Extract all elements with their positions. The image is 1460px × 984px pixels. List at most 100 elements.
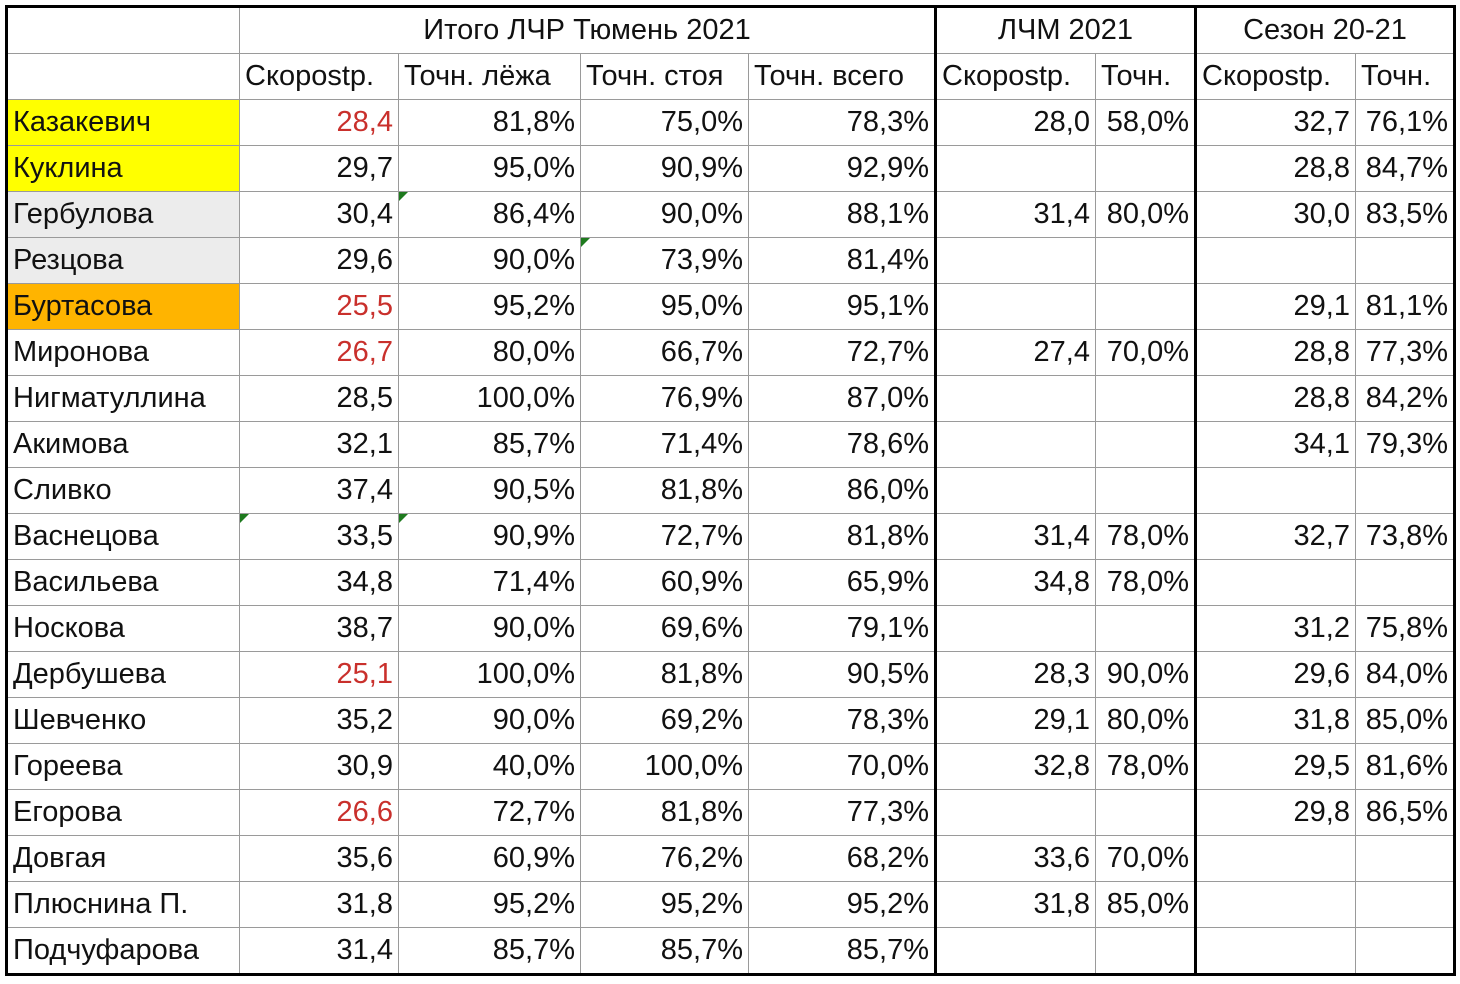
speed-cell[interactable]: 26,7 [239, 329, 399, 376]
lchm-accuracy-cell[interactable]: 90,0% [1095, 651, 1196, 698]
season-accuracy-cell[interactable]: 76,1% [1355, 99, 1456, 146]
lchm-speed-cell[interactable] [934, 467, 1096, 514]
season-speed-cell[interactable]: 30,0 [1194, 191, 1356, 238]
lchm-speed-cell[interactable]: 28,0 [934, 99, 1096, 146]
speed-cell[interactable]: 35,2 [239, 697, 399, 744]
lchm-accuracy-cell[interactable]: 80,0% [1095, 697, 1196, 744]
name-cell[interactable]: Шевченко [5, 697, 240, 744]
speed-cell[interactable]: 28,4 [239, 99, 399, 146]
name-cell[interactable]: Буртасова [5, 283, 240, 330]
group-header-lchm[interactable]: ЛЧМ 2021 [934, 5, 1196, 54]
speed-cell[interactable]: 29,6 [239, 237, 399, 284]
lchm-speed-cell[interactable] [934, 421, 1096, 468]
lying-accuracy-cell[interactable]: 90,0% [398, 605, 581, 652]
speed-cell[interactable]: 25,1 [239, 651, 399, 698]
season-speed-cell[interactable]: 34,1 [1194, 421, 1356, 468]
name-cell[interactable]: Васнецова [5, 513, 240, 560]
season-accuracy-cell[interactable]: 84,7% [1355, 145, 1456, 192]
standing-accuracy-cell[interactable]: 75,0% [580, 99, 749, 146]
speed-cell[interactable]: 31,4 [239, 927, 399, 976]
season-accuracy-cell[interactable]: 81,1% [1355, 283, 1456, 330]
lchm-accuracy-cell[interactable]: 58,0% [1095, 99, 1196, 146]
speed-cell[interactable]: 33,5 [239, 513, 399, 560]
group-header-season[interactable]: Сезон 20-21 [1194, 5, 1456, 54]
lchm-speed-cell[interactable]: 31,8 [934, 881, 1096, 928]
lchm-accuracy-cell[interactable] [1095, 421, 1196, 468]
season-accuracy-cell[interactable]: 73,8% [1355, 513, 1456, 560]
group-header-tyumen[interactable]: Итого ЛЧР Тюмень 2021 [239, 5, 936, 54]
season-speed-cell[interactable]: 31,8 [1194, 697, 1356, 744]
lchm-speed-cell[interactable] [934, 927, 1096, 976]
season-speed-cell[interactable]: 28,8 [1194, 329, 1356, 376]
lying-accuracy-cell[interactable]: 40,0% [398, 743, 581, 790]
total-accuracy-cell[interactable]: 78,6% [748, 421, 936, 468]
speed-cell[interactable]: 35,6 [239, 835, 399, 882]
lchm-speed-cell[interactable] [934, 789, 1096, 836]
lying-accuracy-cell[interactable]: 60,9% [398, 835, 581, 882]
name-cell[interactable]: Гербулова [5, 191, 240, 238]
column-header-lchm-speed[interactable]: Скорostр. [934, 53, 1096, 100]
total-accuracy-cell[interactable]: 81,4% [748, 237, 936, 284]
total-accuracy-cell[interactable]: 92,9% [748, 145, 936, 192]
lying-accuracy-cell[interactable]: 95,2% [398, 881, 581, 928]
season-accuracy-cell[interactable] [1355, 835, 1456, 882]
column-header-total-accuracy[interactable]: Точн. всего [748, 53, 936, 100]
season-speed-cell[interactable] [1194, 237, 1356, 284]
lchm-accuracy-cell[interactable]: 70,0% [1095, 329, 1196, 376]
total-accuracy-cell[interactable]: 78,3% [748, 697, 936, 744]
speed-cell[interactable]: 30,9 [239, 743, 399, 790]
lying-accuracy-cell[interactable]: 100,0% [398, 651, 581, 698]
lchm-speed-cell[interactable]: 31,4 [934, 191, 1096, 238]
lying-accuracy-cell[interactable]: 90,5% [398, 467, 581, 514]
standing-accuracy-cell[interactable]: 66,7% [580, 329, 749, 376]
standing-accuracy-cell[interactable]: 72,7% [580, 513, 749, 560]
standing-accuracy-cell[interactable]: 100,0% [580, 743, 749, 790]
lying-accuracy-cell[interactable]: 85,7% [398, 421, 581, 468]
total-accuracy-cell[interactable]: 88,1% [748, 191, 936, 238]
standing-accuracy-cell[interactable]: 60,9% [580, 559, 749, 606]
season-accuracy-cell[interactable]: 86,5% [1355, 789, 1456, 836]
standing-accuracy-cell[interactable]: 81,8% [580, 651, 749, 698]
lying-accuracy-cell[interactable]: 90,0% [398, 697, 581, 744]
season-accuracy-cell[interactable]: 84,0% [1355, 651, 1456, 698]
speed-cell[interactable]: 25,5 [239, 283, 399, 330]
season-accuracy-cell[interactable]: 81,6% [1355, 743, 1456, 790]
name-cell[interactable]: Акимова [5, 421, 240, 468]
season-speed-cell[interactable]: 32,7 [1194, 513, 1356, 560]
name-cell[interactable]: Дербушева [5, 651, 240, 698]
season-speed-cell[interactable]: 32,7 [1194, 99, 1356, 146]
lchm-speed-cell[interactable]: 29,1 [934, 697, 1096, 744]
lchm-speed-cell[interactable]: 31,4 [934, 513, 1096, 560]
standing-accuracy-cell[interactable]: 95,0% [580, 283, 749, 330]
season-speed-cell[interactable] [1194, 467, 1356, 514]
speed-cell[interactable]: 37,4 [239, 467, 399, 514]
speed-cell[interactable]: 28,5 [239, 375, 399, 422]
name-cell[interactable]: Гореева [5, 743, 240, 790]
lchm-accuracy-cell[interactable] [1095, 927, 1196, 976]
standing-accuracy-cell[interactable]: 76,9% [580, 375, 749, 422]
speed-cell[interactable]: 32,1 [239, 421, 399, 468]
column-header-lchm-accuracy[interactable]: Точн. [1095, 53, 1196, 100]
season-speed-cell[interactable]: 29,6 [1194, 651, 1356, 698]
column-header-lying-accuracy[interactable]: Точн. лёжа [398, 53, 581, 100]
lying-accuracy-cell[interactable]: 72,7% [398, 789, 581, 836]
season-speed-cell[interactable]: 28,8 [1194, 145, 1356, 192]
lchm-accuracy-cell[interactable]: 85,0% [1095, 881, 1196, 928]
total-accuracy-cell[interactable]: 78,3% [748, 99, 936, 146]
standing-accuracy-cell[interactable]: 81,8% [580, 789, 749, 836]
name-cell[interactable]: Подчуфарова [5, 927, 240, 976]
lchm-accuracy-cell[interactable]: 78,0% [1095, 559, 1196, 606]
season-speed-cell[interactable]: 29,8 [1194, 789, 1356, 836]
total-accuracy-cell[interactable]: 79,1% [748, 605, 936, 652]
name-cell[interactable]: Сливко [5, 467, 240, 514]
standing-accuracy-cell[interactable]: 81,8% [580, 467, 749, 514]
speed-cell[interactable]: 31,8 [239, 881, 399, 928]
total-accuracy-cell[interactable]: 68,2% [748, 835, 936, 882]
lying-accuracy-cell[interactable]: 90,9% [398, 513, 581, 560]
name-cell[interactable]: Нигматуллина [5, 375, 240, 422]
season-speed-cell[interactable]: 31,2 [1194, 605, 1356, 652]
season-accuracy-cell[interactable] [1355, 881, 1456, 928]
name-cell[interactable]: Носкова [5, 605, 240, 652]
lchm-accuracy-cell[interactable]: 78,0% [1095, 513, 1196, 560]
name-cell[interactable]: Казакевич [5, 99, 240, 146]
